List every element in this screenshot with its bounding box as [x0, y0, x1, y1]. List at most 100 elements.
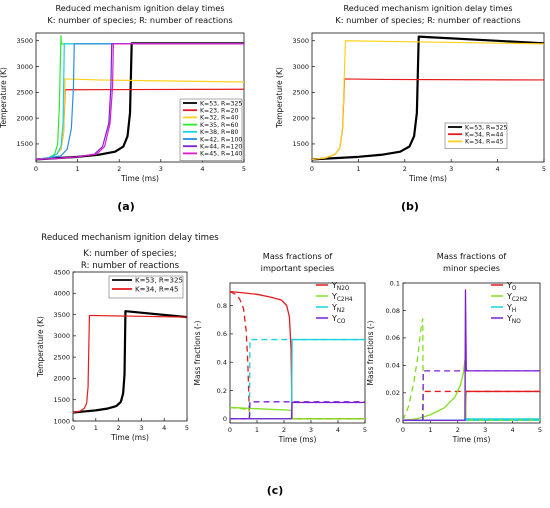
chart-c1-frame [72, 271, 188, 422]
x-tick-label: 0 [310, 165, 314, 173]
y-tick-label: 2000 [292, 114, 309, 122]
legend-label: K=42, R=100 [200, 136, 242, 143]
y-axis-label: Mass fractions (-) [366, 320, 375, 385]
y-tick-label: 3500 [16, 37, 33, 45]
legend-label-sub: H [512, 308, 516, 314]
x-tick-label: 2 [117, 424, 121, 432]
y-tick-label: 0 [396, 417, 400, 425]
x-axis-label: Time (ms) [452, 435, 491, 444]
x-tick-label: 5 [242, 165, 246, 173]
x-axis-label: Time (ms) [120, 174, 159, 183]
plot-area [403, 289, 540, 421]
y-tick-label: 0.4 [217, 358, 227, 366]
series-line-c1-1 [73, 314, 187, 414]
x-tick-label: 3 [449, 165, 453, 173]
legend-label-main: Y [506, 281, 512, 290]
legend-label-sub: C2H2 [512, 297, 528, 303]
y-tick-label: 0.2 [217, 387, 227, 395]
x-tick-label: 2 [456, 426, 460, 434]
y-tick-label: 3000 [53, 332, 70, 340]
legend-label: YN2O [331, 281, 350, 292]
y-axis-label: Temperature (K) [275, 67, 284, 129]
x-tick-label: 0 [71, 424, 75, 432]
legend-label: YN2 [331, 303, 345, 314]
legend-label: K=32, R=40 [200, 115, 238, 122]
legend-label-main: Y [506, 314, 512, 323]
chart-b-title: Reduced mechanism ignition delay times [343, 3, 512, 13]
x-tick-label: 2 [117, 165, 121, 173]
chart-c1: Reduced mechanism ignition delay times K:… [36, 233, 219, 442]
legend-label-sub: N2 [337, 308, 345, 314]
series-line-c3-3 [403, 318, 540, 421]
legend-label: YCO [331, 314, 346, 325]
series-line-c1-0 [73, 310, 187, 414]
y-axis-label: Temperature (K) [36, 316, 45, 378]
chart-c1-subtitle2: R: number of reactions [81, 261, 180, 271]
series-line-c2-1 [230, 290, 365, 420]
panel-label-a: (a) [117, 200, 134, 213]
x-tick-label: 0 [401, 426, 405, 434]
y-tick-label: 2500 [16, 89, 33, 97]
y-tick-label: 0.04 [386, 362, 400, 370]
legend-label-main: Y [331, 303, 337, 312]
y-tick-label: 0.06 [386, 334, 400, 342]
x-tick-label: 1 [356, 165, 360, 173]
chart-c1-title: Reduced mechanism ignition delay times [41, 233, 219, 243]
chart-c2-title2: important species [261, 263, 335, 273]
y-tick-label: 0 [223, 415, 227, 423]
series-line-a-7 [36, 43, 244, 161]
x-tick-label: 1 [255, 426, 259, 434]
legend-label-sub: N2O [337, 286, 350, 292]
series-line-b-0 [312, 35, 544, 161]
chart-c1-subtitle: K: number of species; [83, 249, 177, 259]
y-tick-label: 2000 [53, 375, 70, 383]
x-tick-label: 4 [336, 426, 340, 434]
legend-label-sub: C2H4 [337, 297, 353, 303]
x-tick-label: 2 [282, 426, 286, 434]
x-tick-label: 5 [185, 424, 189, 432]
x-tick-label: 1 [76, 165, 80, 173]
x-tick-label: 3 [159, 165, 163, 173]
y-tick-label: 4000 [53, 290, 70, 298]
plot-area [36, 34, 244, 161]
x-tick-label: 3 [309, 426, 313, 434]
y-tick-label: 1500 [16, 140, 33, 148]
legend-label: K=53, R=325 [200, 100, 242, 107]
chart-a-subtitle: K: number of species; R: number of react… [47, 15, 232, 25]
chart-b-frame [311, 32, 545, 163]
panel-label-b: (b) [401, 200, 419, 213]
chart-b-subtitle: K: number of species; R: number of react… [335, 15, 520, 25]
legend-box [179, 98, 243, 161]
x-tick-label: 0 [34, 165, 38, 173]
y-tick-label: 1500 [292, 140, 309, 148]
series-line-c2-7 [230, 401, 365, 420]
legend-label: YO [506, 281, 517, 292]
legend-label: K=53, R=325 [135, 276, 183, 284]
plot-area [230, 290, 365, 420]
y-tick-label: 3500 [53, 311, 70, 319]
series-line-c2-6 [230, 401, 365, 420]
y-axis-label: Temperature (K) [0, 67, 8, 129]
x-tick-label: 3 [139, 424, 143, 432]
legend-label: K=44, R=120 [200, 144, 242, 151]
legend-label: K=23, R=20 [200, 108, 238, 115]
y-tick-label: 3500 [292, 37, 309, 45]
x-axis-label: Time (ms) [408, 174, 447, 183]
panel-label-c: (c) [267, 484, 284, 497]
legend-label: YC2H4 [331, 292, 353, 303]
y-tick-label: 0.08 [386, 307, 400, 315]
chart-c3-title2: minor species [443, 263, 500, 273]
chart-c3: Mass fractions of minor species 0 1 2 3 4 5 0 0.0… [366, 251, 542, 444]
chart-a-frame [35, 32, 245, 163]
x-tick-label: 5 [538, 426, 542, 434]
legend-label: YNO [506, 314, 521, 325]
y-tick-label: 0.6 [217, 330, 227, 338]
series-line-b-1 [312, 78, 544, 161]
y-tick-label: 4500 [53, 268, 70, 276]
legend-label: K=34, R=45 [465, 139, 503, 146]
